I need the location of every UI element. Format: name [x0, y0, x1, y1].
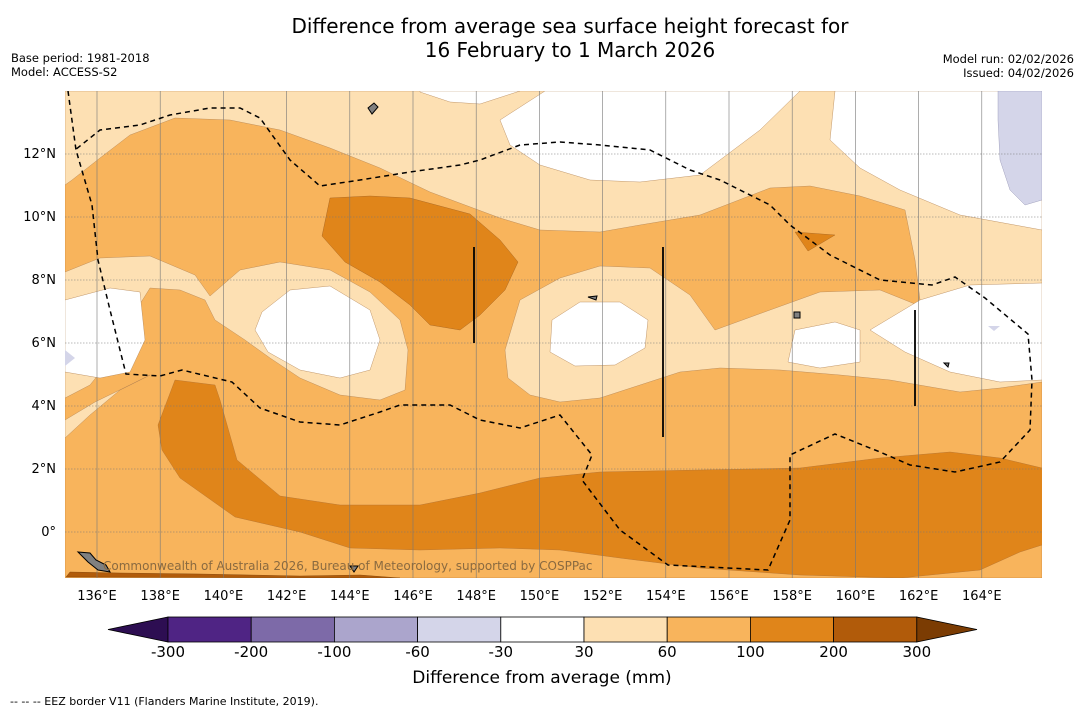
anomaly-region-100-200-west	[321, 195, 519, 331]
colorbar-bin	[833, 616, 918, 643]
anomaly-region-neutral-ring-west	[254, 285, 381, 379]
colorbar-bin	[750, 616, 835, 643]
map-field	[65, 91, 1042, 578]
colorbar-bin	[250, 616, 335, 643]
longitude-label: 162°E	[899, 589, 939, 604]
anomaly-region-neutral-north	[419, 91, 521, 105]
longitude-label: 156°E	[709, 589, 749, 604]
longitude-label: 142°E	[267, 589, 307, 604]
colorbar	[107, 616, 978, 643]
colorbar-extend-min	[107, 616, 169, 643]
longitude-label: 146°E	[393, 589, 433, 604]
colorbar-tick-label: 300	[902, 643, 932, 661]
longitude-label: 138°E	[140, 589, 180, 604]
colorbar-tick-label: -300	[150, 643, 186, 661]
issued-date: Issued: 04/02/2026	[963, 66, 1074, 80]
colorbar-tick-label: 30	[574, 643, 594, 661]
colorbar-tick-label: 100	[736, 643, 765, 661]
anomaly-region-200-300	[65, 571, 401, 578]
island-northwest	[367, 102, 379, 115]
base-period: Base period: 1981-2018	[11, 51, 150, 65]
longitude-labels: 136°E 138°E 140°E 142°E 144°E 146°E 148°E 150°E…	[77, 589, 1001, 604]
colorbar-tick-label: 200	[819, 643, 848, 661]
latitude-label: 6°N	[32, 336, 57, 351]
colorbar-tick-label: -60	[405, 643, 430, 661]
island-east	[793, 311, 801, 319]
title-line-1: Difference from average sea surface heig…	[291, 14, 849, 38]
colorbar-bin	[167, 616, 252, 643]
anomaly-region-neutral-east	[869, 282, 1042, 383]
colorbar-bin	[583, 616, 668, 643]
longitude-label: 154°E	[646, 589, 686, 604]
latitude-label: 8°N	[32, 273, 57, 288]
anomaly-region-neutral-ring-far-east	[787, 321, 861, 369]
island-new-guinea-tip	[76, 551, 111, 573]
eez-border	[67, 91, 1033, 571]
island-small-2	[942, 362, 950, 368]
model-name: Model: ACCESS-S2	[11, 65, 118, 79]
grid	[65, 91, 1042, 578]
anomaly-region-negative-west	[65, 350, 75, 366]
latitude-labels: 12°N 10°N 8°N 6°N 4°N 2°N 0°	[23, 147, 56, 540]
longitude-label: 164°E	[962, 589, 1002, 604]
latitude-label: 2°N	[32, 462, 57, 477]
longitude-label: 144°E	[330, 589, 370, 604]
anomaly-region-30-60-southwest	[65, 374, 151, 439]
longitude-label: 150°E	[520, 589, 560, 604]
anomaly-region-negative-east	[988, 326, 1000, 331]
colorbar-bin	[417, 616, 502, 643]
model-run: Model run: 02/02/2026	[942, 52, 1074, 66]
colorbar-tick-label: -200	[234, 643, 269, 661]
longitude-label: 158°E	[772, 589, 812, 604]
anomaly-region-neutral-northeast	[829, 91, 1042, 231]
latitude-label: 0°	[41, 525, 56, 540]
colorbar-extend-max	[916, 616, 978, 643]
island-small-1	[587, 295, 598, 301]
colorbar-tick-label: 60	[657, 643, 677, 661]
title-line-2: 16 February to 1 March 2026	[424, 38, 716, 62]
copyright-text: Commonwealth of Australia 2026, Bureau o…	[103, 559, 593, 573]
latitude-label: 10°N	[23, 210, 56, 225]
colorbar-bin	[666, 616, 751, 643]
latitude-label: 12°N	[23, 147, 56, 162]
longitude-label: 152°E	[583, 589, 623, 604]
anomaly-region-neutral-central	[499, 91, 801, 183]
colorbar-bin	[333, 616, 418, 643]
colorbar-tick-label: -30	[488, 643, 514, 661]
anomaly-region-neutral-ring-east	[549, 301, 649, 367]
colorbar-bin	[500, 616, 585, 643]
island-small-3	[349, 565, 359, 573]
longitude-label: 136°E	[77, 589, 117, 604]
meta-left: Base period: 1981-2018 Model: ACCESS-S2	[11, 51, 150, 79]
latitude-label: 4°N	[32, 399, 57, 414]
anomaly-region-negative-northeast	[997, 91, 1042, 206]
eez-footnote: -- -- -- EEZ border V11 (Flanders Marine…	[10, 695, 319, 708]
longitude-label: 140°E	[204, 589, 244, 604]
longitude-label: 148°E	[456, 589, 496, 604]
longitude-label: 160°E	[836, 589, 876, 604]
anomaly-region-neutral-west	[65, 287, 146, 379]
colorbar-tick-label: -100	[317, 643, 352, 661]
anomaly-region-30-60-east	[504, 265, 1042, 403]
colorbar-title: Difference from average (mm)	[412, 668, 672, 688]
anomaly-region-30-60-north	[65, 91, 1042, 301]
meta-right: Model run: 02/02/2026 Issued: 04/02/2026	[943, 52, 1074, 80]
map-title: Difference from average sea surface heig…	[0, 14, 1085, 62]
